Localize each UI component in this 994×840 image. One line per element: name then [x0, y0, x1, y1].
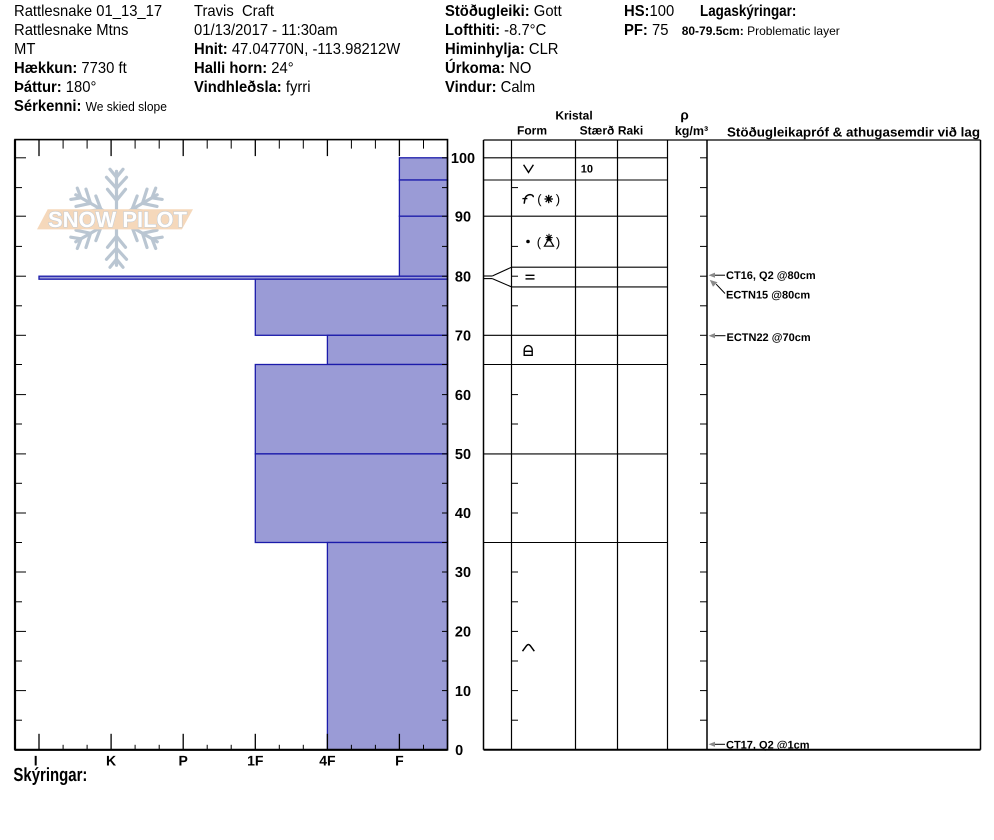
- svg-text:30: 30: [455, 565, 471, 581]
- svg-text:0: 0: [455, 743, 463, 759]
- svg-text:ECTN15 @80cm: ECTN15 @80cm: [726, 289, 810, 301]
- svg-text:kg/m³: kg/m³: [675, 124, 708, 138]
- svg-text:4F: 4F: [319, 753, 336, 769]
- svg-text:I: I: [34, 753, 38, 769]
- svg-text:Skýringar:: Skýringar:: [13, 765, 87, 786]
- svg-text:50: 50: [455, 447, 471, 463]
- svg-text:20: 20: [455, 625, 471, 641]
- svg-text:60: 60: [455, 388, 471, 404]
- svg-text:80: 80: [455, 269, 471, 285]
- svg-text:10: 10: [581, 164, 593, 176]
- svg-text:SNOW PILOT: SNOW PILOT: [48, 207, 188, 232]
- svg-text:Form: Form: [517, 124, 547, 138]
- svg-text:90: 90: [455, 209, 471, 225]
- svg-text:ρ: ρ: [680, 108, 688, 123]
- svg-text:10: 10: [455, 684, 471, 700]
- svg-text:CT17, Q2 @1cm: CT17, Q2 @1cm: [726, 739, 810, 751]
- svg-text:Stöðugleikapróf & athugasemdir: Stöðugleikapróf & athugasemdir við lag: [727, 125, 980, 140]
- svg-text:): ): [556, 192, 560, 207]
- svg-text:K: K: [106, 753, 116, 769]
- svg-text:100: 100: [451, 151, 475, 167]
- svg-text:ECTN22 @70cm: ECTN22 @70cm: [727, 332, 811, 344]
- svg-text:40: 40: [455, 506, 471, 522]
- svg-text:Stærð: Stærð: [580, 124, 615, 138]
- svg-text:CT16, Q2 @80cm: CT16, Q2 @80cm: [726, 270, 816, 282]
- svg-text:1F: 1F: [247, 753, 264, 769]
- svg-text:(: (: [537, 235, 542, 250]
- svg-text:Raki: Raki: [618, 124, 643, 138]
- svg-text:(: (: [537, 192, 542, 207]
- svg-text:P: P: [179, 753, 188, 769]
- svg-text:F: F: [395, 753, 404, 769]
- svg-text:Kristal: Kristal: [555, 109, 592, 123]
- svg-text:): ): [556, 235, 560, 250]
- svg-text:70: 70: [455, 329, 471, 345]
